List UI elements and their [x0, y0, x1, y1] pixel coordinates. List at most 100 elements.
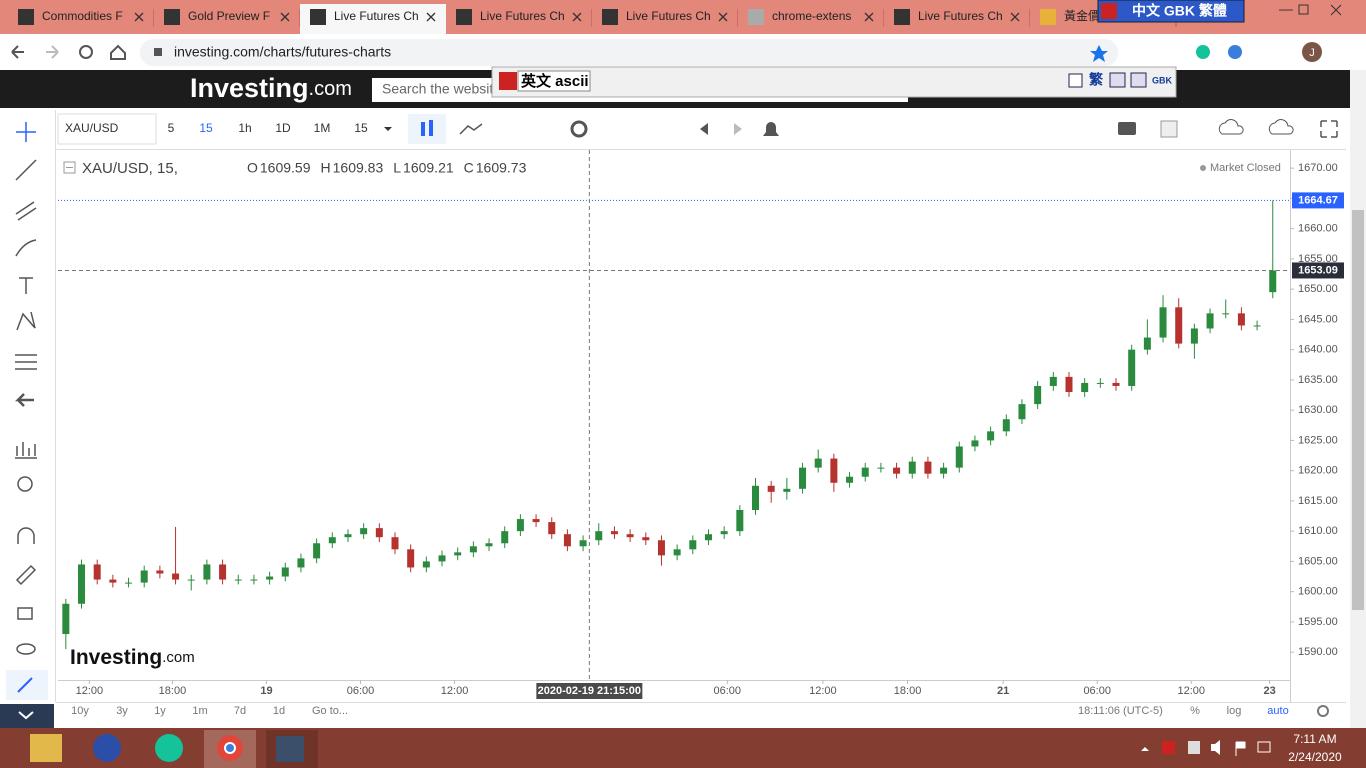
ime-keyboard[interactable]	[1109, 72, 1126, 88]
stay-drawing-tool[interactable]	[15, 564, 37, 586]
ime-gbk[interactable]: GBK	[1152, 75, 1173, 85]
range-btn[interactable]: 10y	[71, 705, 89, 717]
forward[interactable]	[46, 45, 59, 59]
grammarly-icon[interactable]	[155, 734, 183, 762]
tray-network[interactable]	[1257, 741, 1271, 753]
tab-title[interactable]: 黃金價	[1064, 8, 1100, 23]
app-icon[interactable]	[93, 734, 121, 762]
maximize[interactable]	[1298, 4, 1309, 15]
candles-btn[interactable]	[408, 114, 446, 144]
bookmark-star[interactable]	[1090, 45, 1108, 62]
goto[interactable]: Go to...	[312, 705, 348, 717]
clock-date[interactable]: 2/24/2020	[1288, 750, 1342, 764]
log-btn[interactable]: log	[1227, 705, 1242, 717]
range-btn[interactable]: 7d	[234, 705, 246, 717]
crosshair-tool[interactable]	[16, 122, 36, 142]
measure-tool[interactable]	[15, 442, 37, 459]
auto-btn[interactable]: auto	[1267, 705, 1288, 717]
tray-ime[interactable]	[1162, 741, 1175, 754]
link-icon	[17, 677, 33, 693]
settings-btn[interactable]	[570, 120, 588, 138]
screenshot-btn[interactable]	[1118, 122, 1136, 135]
clock-time[interactable]: 7:11 AM	[1293, 732, 1336, 746]
tab-close[interactable]	[134, 12, 144, 22]
site-logo[interactable]: Investing.com	[190, 73, 352, 103]
alert-btn[interactable]	[763, 122, 779, 136]
ime-mode-box[interactable]	[517, 70, 591, 92]
ime-trad[interactable]: 繁	[1088, 72, 1104, 88]
fib-tool[interactable]	[15, 354, 37, 370]
indicators-btn[interactable]	[459, 123, 483, 135]
tab-close[interactable]	[426, 12, 436, 22]
channel-tool[interactable]	[15, 201, 37, 221]
reload[interactable]	[79, 45, 93, 59]
tab-close[interactable]	[280, 12, 290, 22]
load-btn[interactable]	[1218, 119, 1244, 135]
range-btn[interactable]: 1m	[192, 705, 207, 717]
tab-title[interactable]: Live Futures Ch	[334, 9, 419, 23]
lock-tool[interactable]	[17, 607, 33, 620]
tab-close[interactable]	[718, 12, 728, 22]
tab-close[interactable]	[864, 12, 874, 22]
line-tool[interactable]	[15, 159, 37, 181]
visibility-tool[interactable]	[16, 643, 36, 655]
close-window[interactable]	[1330, 4, 1342, 16]
range-btn[interactable]: 1d	[273, 705, 285, 717]
extension[interactable]	[1196, 45, 1210, 59]
symbol[interactable]: XAU/USD	[65, 121, 119, 135]
magnet-tool[interactable]	[17, 527, 35, 544]
minimize[interactable]: —	[1279, 1, 1293, 17]
interval-btn[interactable]: 1h	[238, 121, 251, 135]
y-tick-label: 1655.00	[1298, 253, 1338, 265]
back[interactable]	[11, 45, 24, 59]
interval-btn[interactable]: 15	[354, 121, 368, 135]
percent-btn[interactable]: %	[1190, 705, 1200, 717]
extension[interactable]	[1228, 45, 1242, 59]
interval-btn[interactable]: 5	[168, 121, 175, 135]
tab-title[interactable]: Live Futures Ch	[918, 9, 1003, 23]
back-tool[interactable]	[14, 393, 34, 407]
save-btn[interactable]	[1268, 119, 1294, 135]
ime-status[interactable]	[1097, 0, 1245, 23]
tray-expand[interactable]	[1141, 747, 1149, 751]
interval-dropdown[interactable]	[384, 127, 392, 131]
tab-close[interactable]	[572, 12, 582, 22]
brush-tool[interactable]	[15, 239, 37, 257]
tab-title[interactable]: Live Futures Ch	[480, 9, 565, 23]
interval-btn[interactable]: 1M	[314, 121, 331, 135]
zoom-tool[interactable]	[17, 476, 33, 492]
explorer-icon[interactable]	[30, 734, 62, 762]
tab-close[interactable]	[1010, 12, 1020, 22]
fullscreen-btn[interactable]	[1320, 120, 1338, 138]
text-tool[interactable]	[19, 277, 33, 294]
ohlc-key: H	[321, 160, 331, 176]
candle-body	[1002, 419, 1010, 432]
color-btn[interactable]	[1160, 120, 1178, 138]
tab-title[interactable]: Gold Preview F	[188, 9, 270, 23]
tray-volume[interactable]	[1211, 740, 1220, 755]
ime-check[interactable]	[1068, 73, 1083, 88]
legend-toggle[interactable]	[63, 161, 76, 174]
interval-btn[interactable]: 1D	[275, 121, 291, 135]
range-btn[interactable]: 3y	[116, 705, 128, 717]
tray-flag[interactable]	[1235, 741, 1246, 756]
undo-btn[interactable]	[700, 123, 708, 135]
home[interactable]	[110, 44, 126, 60]
redo-btn[interactable]	[734, 123, 742, 135]
candle-body	[109, 579, 117, 583]
chart-settings[interactable]	[1317, 705, 1329, 717]
omnibox[interactable]	[140, 39, 1118, 66]
url[interactable]: investing.com/charts/futures-charts	[174, 44, 391, 60]
tab-title[interactable]: chrome-extens	[772, 9, 851, 23]
link-tool[interactable]	[6, 670, 48, 700]
tab-title[interactable]: Live Futures Ch	[626, 9, 711, 23]
ime-panel[interactable]	[1130, 72, 1147, 88]
tray-icon[interactable]	[1188, 741, 1200, 754]
range-btn[interactable]: 1y	[154, 705, 166, 717]
symbol-input[interactable]	[57, 113, 157, 145]
pattern-tool[interactable]	[16, 311, 36, 331]
profile[interactable]	[1302, 42, 1322, 62]
tab-title[interactable]: Commodities F	[42, 9, 123, 23]
interval-btn[interactable]: 15	[199, 121, 213, 135]
scrollbar-thumb[interactable]	[1352, 210, 1364, 610]
